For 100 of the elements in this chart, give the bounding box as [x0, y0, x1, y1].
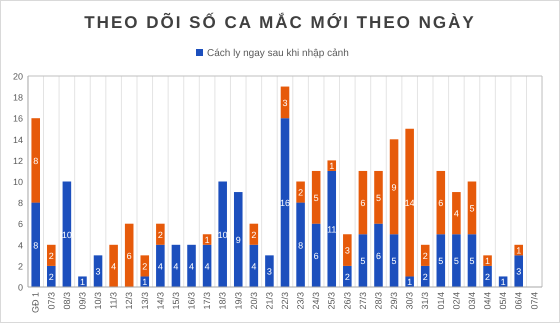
- bar: [31, 118, 40, 203]
- bar: [250, 244, 258, 287]
- data-label: 3: [516, 266, 522, 277]
- x-tick-label: 15/3: [170, 292, 181, 310]
- bar: [156, 244, 165, 287]
- data-label: 5: [454, 256, 459, 266]
- data-label: 1: [80, 277, 85, 288]
- bar: [172, 244, 180, 287]
- data-label: 2: [251, 230, 256, 240]
- data-label: 11: [327, 224, 336, 234]
- data-label: 4: [111, 261, 116, 272]
- bar: [202, 244, 212, 287]
- bar: [452, 192, 461, 234]
- data-label: 8: [33, 156, 38, 166]
- bar: [187, 244, 196, 287]
- y-tick-label: 12: [12, 156, 23, 166]
- data-label: 1: [142, 277, 148, 288]
- x-tick-label: 04/4: [482, 292, 493, 310]
- x-tick-label: 23/3: [296, 292, 306, 310]
- x-tick-label: 14/3: [155, 292, 166, 310]
- data-label: 4: [173, 261, 178, 272]
- bar: [280, 118, 290, 287]
- data-label: 1: [516, 246, 522, 256]
- data-label: 2: [485, 272, 490, 282]
- bar: [390, 139, 398, 234]
- bar: [405, 128, 414, 276]
- x-tick-label: 24/3: [311, 292, 322, 310]
- bar: [358, 234, 368, 287]
- x-tick-label: GĐ 1: [30, 292, 41, 314]
- bar: [31, 202, 40, 287]
- x-tick-label: 30/3: [404, 292, 415, 310]
- data-label: 1: [329, 161, 334, 172]
- x-tick-label: 18/3: [218, 292, 228, 310]
- bar: [327, 170, 336, 287]
- data-label: 3: [266, 266, 272, 277]
- data-label: 5: [469, 203, 474, 214]
- data-label: 3: [282, 98, 288, 108]
- data-label: 5: [469, 256, 474, 266]
- data-label: 5: [360, 256, 366, 266]
- data-label: 4: [204, 261, 210, 272]
- x-tick-label: 31/3: [420, 292, 430, 310]
- x-tick-label: 16/3: [186, 292, 197, 310]
- data-label: 9: [392, 182, 397, 192]
- bar: [156, 224, 165, 245]
- x-tick-label: 26/3: [342, 292, 352, 310]
- x-tick-label: 10/3: [93, 292, 104, 310]
- bar: [374, 170, 383, 224]
- bar: [312, 224, 320, 287]
- data-label: 2: [422, 250, 428, 261]
- bar: [265, 255, 274, 287]
- data-label: 1: [407, 277, 412, 288]
- x-tick-label: 08/3: [62, 292, 72, 310]
- x-tick-label: 21/3: [264, 292, 274, 310]
- bar: [124, 224, 134, 287]
- chart-title: THEO DÕI SỐ CA MẮC MỚI THEO NGÀY: [84, 12, 476, 32]
- x-tick-label: 07/4: [529, 292, 540, 310]
- x-tick-label: 27/3: [358, 292, 368, 310]
- x-tick-label: 29/3: [389, 292, 400, 310]
- data-label: 1: [204, 235, 210, 246]
- x-tick-label: 12/3: [124, 292, 134, 310]
- bar: [250, 224, 258, 245]
- y-tick-label: 6: [18, 219, 23, 230]
- x-tick-label: 05/4: [498, 292, 508, 310]
- bar: [218, 182, 227, 287]
- data-label: 5: [376, 192, 381, 203]
- x-tick-label: 22/3: [280, 292, 290, 310]
- bar: [280, 86, 290, 118]
- data-label: 3: [96, 266, 101, 277]
- bar: [452, 234, 461, 287]
- y-tick-label: 16: [12, 114, 23, 124]
- bar: [312, 170, 320, 224]
- x-tick-label: 25/3: [326, 292, 337, 310]
- data-label: 1: [485, 256, 490, 266]
- y-tick-label: 18: [12, 92, 23, 103]
- data-label: 4: [189, 261, 194, 272]
- legend-label: Cách ly ngay sau khi nhập cảnh: [207, 48, 349, 59]
- x-tick-label: 20/3: [248, 292, 259, 310]
- y-tick-label: 4: [18, 240, 23, 250]
- bar: [374, 224, 383, 287]
- x-tick-label: 02/4: [451, 292, 462, 310]
- data-label: 6: [314, 250, 319, 261]
- y-tick-label: 8: [18, 198, 23, 208]
- data-label: 2: [142, 261, 148, 272]
- data-label: 2: [422, 272, 428, 282]
- y-tick-label: 2: [18, 261, 23, 272]
- bar: [436, 170, 446, 234]
- data-label: 6: [376, 250, 381, 261]
- data-label: 8: [33, 240, 38, 250]
- y-tick-label: 0: [18, 282, 23, 292]
- bar: [62, 182, 72, 287]
- x-tick-label: 09/3: [77, 292, 88, 310]
- x-tick-label: 19/3: [233, 292, 244, 310]
- data-label: 2: [48, 250, 54, 261]
- data-label: 8: [298, 240, 304, 250]
- bar: [94, 255, 102, 287]
- bar: [468, 182, 476, 234]
- data-label: 3: [344, 246, 350, 256]
- bar: [234, 192, 243, 287]
- data-label: 5: [392, 256, 397, 266]
- bar: [109, 244, 118, 287]
